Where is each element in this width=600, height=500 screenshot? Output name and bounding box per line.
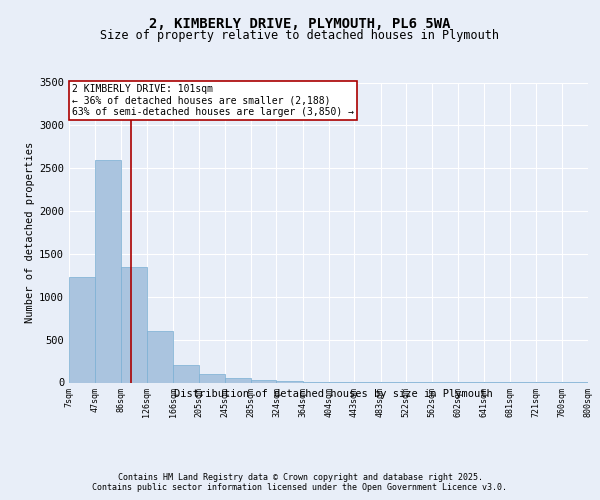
Bar xyxy=(95,160,121,382)
Bar xyxy=(121,267,147,382)
Y-axis label: Number of detached properties: Number of detached properties xyxy=(25,142,35,323)
Text: 2, KIMBERLY DRIVE, PLYMOUTH, PL6 5WA: 2, KIMBERLY DRIVE, PLYMOUTH, PL6 5WA xyxy=(149,18,451,32)
Text: Contains public sector information licensed under the Open Government Licence v3: Contains public sector information licen… xyxy=(92,484,508,492)
Bar xyxy=(199,374,225,382)
Text: Distribution of detached houses by size in Plymouth: Distribution of detached houses by size … xyxy=(173,389,493,399)
Bar xyxy=(277,381,302,382)
Bar xyxy=(225,378,251,382)
Text: Contains HM Land Registry data © Crown copyright and database right 2025.: Contains HM Land Registry data © Crown c… xyxy=(118,472,482,482)
Text: 2 KIMBERLY DRIVE: 101sqm
← 36% of detached houses are smaller (2,188)
63% of sem: 2 KIMBERLY DRIVE: 101sqm ← 36% of detach… xyxy=(71,84,353,117)
Bar xyxy=(147,331,173,382)
Bar xyxy=(173,366,199,382)
Bar xyxy=(69,277,95,382)
Text: Size of property relative to detached houses in Plymouth: Size of property relative to detached ho… xyxy=(101,29,499,42)
Bar xyxy=(251,380,277,382)
